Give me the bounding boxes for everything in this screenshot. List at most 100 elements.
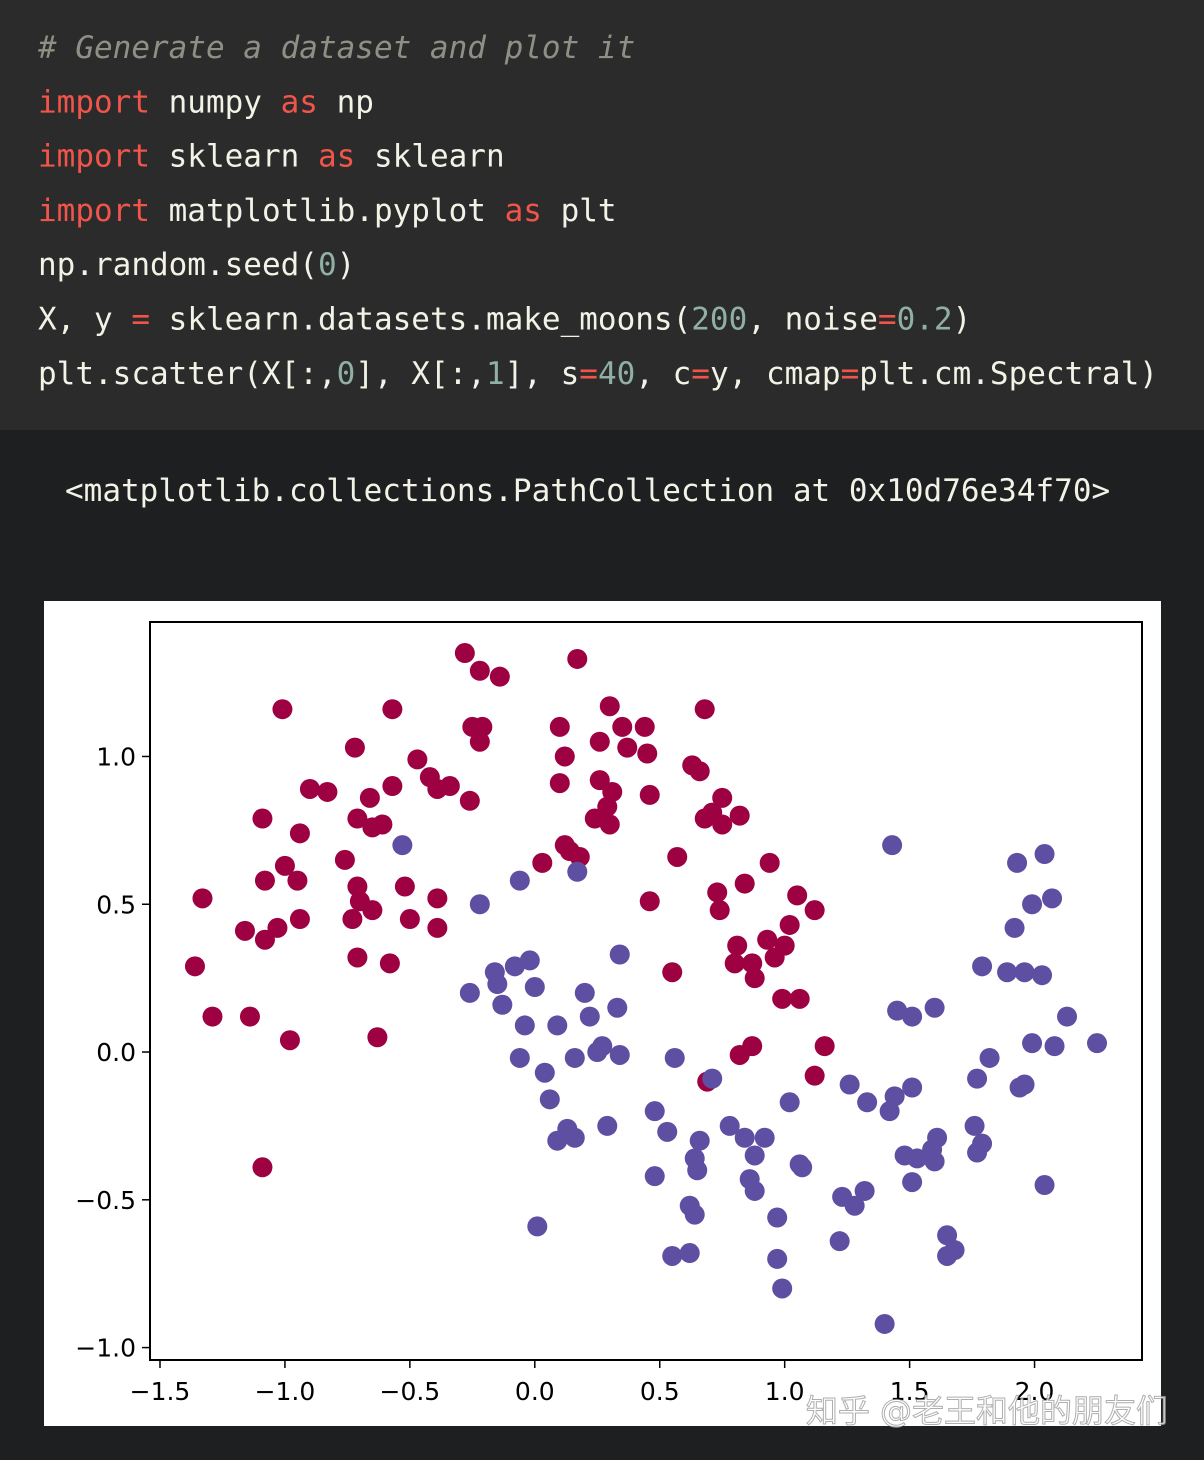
scatter-point	[727, 935, 748, 956]
scatter-point	[662, 1245, 683, 1266]
scatter-point	[637, 743, 658, 764]
code-token: , c	[635, 356, 691, 392]
scatter-point	[879, 1101, 900, 1122]
scatter-point	[662, 962, 683, 983]
scatter-point	[439, 776, 460, 797]
code-token: as	[505, 193, 542, 229]
scatter-point	[779, 1092, 800, 1113]
scatter-point	[239, 1006, 260, 1027]
scatter-point	[759, 852, 780, 873]
scatter-point	[679, 1243, 700, 1264]
scatter-point	[612, 716, 633, 737]
scatter-point	[564, 1047, 585, 1068]
scatter-point	[789, 988, 810, 1009]
scatter-point	[607, 997, 628, 1018]
scatter-point	[549, 773, 570, 794]
scatter-point	[744, 1180, 765, 1201]
scatter-point	[509, 1047, 530, 1068]
scatter-point	[882, 835, 903, 856]
scatter-point	[279, 1030, 300, 1051]
scatter-point	[1009, 1077, 1030, 1098]
scatter-point	[532, 852, 553, 873]
code-token: sklearn	[355, 139, 504, 175]
code-line: import matplotlib.pyplot as plt	[38, 193, 617, 229]
scatter-point	[407, 749, 428, 770]
scatter-point	[509, 870, 530, 891]
scatter-point	[184, 956, 205, 977]
scatter-point	[554, 746, 575, 767]
code-line: X, y = sklearn.datasets.make_moons(200, …	[38, 302, 971, 338]
scatter-point	[924, 997, 945, 1018]
scatter-point	[767, 1248, 788, 1269]
code-token: , noise	[747, 302, 878, 338]
scatter-point	[689, 1130, 710, 1151]
code-cell	[0, 0, 1204, 430]
scatter-point	[617, 737, 638, 758]
code-token: as	[281, 84, 318, 120]
scatter-point	[317, 781, 338, 802]
code-token: )	[337, 247, 356, 283]
scatter-point	[757, 929, 778, 950]
scatter-point	[844, 1195, 865, 1216]
scatter-point	[829, 1231, 850, 1252]
scatter-point	[469, 660, 490, 681]
code-token: # Generate a dataset and plot it	[37, 30, 635, 66]
code-line: plt.scatter(X[:,0], X[:,1], s=40, c=y, c…	[38, 356, 1158, 392]
code-token: 40	[598, 356, 635, 392]
scatter-point	[454, 643, 475, 664]
scatter-point	[689, 761, 710, 782]
scatter-point	[382, 699, 403, 720]
scatter-point	[392, 835, 413, 856]
scatter-point	[734, 1127, 755, 1148]
x-tick-label: 1.5	[890, 1377, 930, 1406]
code-token: import	[38, 84, 150, 120]
scatter-point	[527, 1216, 548, 1237]
scatter-point	[772, 988, 793, 1009]
code-token: 0	[318, 247, 337, 283]
x-tick-label: 0.5	[640, 1377, 680, 1406]
x-tick-label: 2.0	[1015, 1377, 1055, 1406]
scatter-point	[587, 1042, 608, 1063]
scatter-point	[192, 888, 213, 909]
code-line: import sklearn as sklearn	[38, 139, 505, 175]
scatter-point	[1044, 1036, 1065, 1057]
scatter-point	[922, 1139, 943, 1160]
scatter-point	[267, 917, 288, 938]
scatter-point	[534, 1062, 555, 1083]
scatter-point	[289, 909, 310, 930]
scatter-point	[644, 1101, 665, 1122]
scatter-point	[489, 666, 510, 687]
y-tick-label: 0.5	[96, 890, 136, 919]
code-token: 0.2	[897, 302, 953, 338]
scatter-point	[504, 956, 525, 977]
scatter-point	[712, 814, 733, 835]
scatter-point	[472, 716, 493, 737]
scatter-point	[902, 1172, 923, 1193]
y-tick-label: 1.0	[96, 742, 136, 771]
scatter-point	[767, 1207, 788, 1228]
scatter-point	[427, 888, 448, 909]
code-token: X, y	[38, 302, 131, 338]
scatter-point	[667, 846, 688, 867]
scatter-point	[779, 914, 800, 935]
scatter-point	[839, 1074, 860, 1095]
code-block: # Generate a dataset and plot it import n…	[37, 30, 1158, 392]
scatter-point	[459, 790, 480, 811]
x-tick-label: 1.0	[765, 1377, 805, 1406]
code-token: numpy	[150, 84, 281, 120]
scatter-point	[744, 968, 765, 989]
scatter-point	[639, 784, 660, 805]
scatter-point	[1032, 965, 1053, 986]
scatter-point	[729, 1044, 750, 1065]
scatter-point	[854, 1180, 875, 1201]
code-token: 200	[691, 302, 747, 338]
scatter-point	[814, 1036, 835, 1057]
scatter-point	[857, 1092, 878, 1113]
scatter-point	[902, 1006, 923, 1027]
scatter-point	[972, 956, 993, 977]
code-token: 1	[486, 356, 505, 392]
code-token: 0	[337, 356, 356, 392]
y-tick-label: 0.0	[96, 1038, 136, 1067]
scatter-point	[459, 982, 480, 1003]
scatter-point	[514, 1015, 535, 1036]
